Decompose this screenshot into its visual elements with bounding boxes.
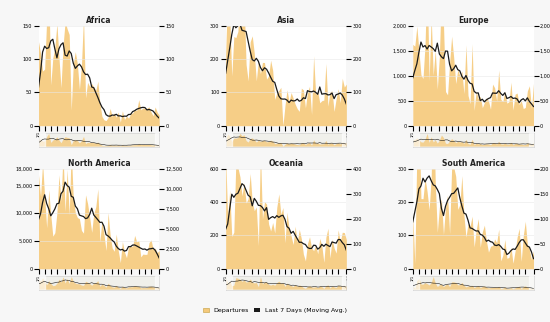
Title: Asia: Asia xyxy=(277,16,295,25)
Bar xyxy=(224,133,232,147)
Title: South America: South America xyxy=(442,159,505,168)
Bar xyxy=(530,276,535,290)
Bar xyxy=(530,133,535,147)
Bar xyxy=(155,276,160,290)
Bar xyxy=(412,276,419,290)
Bar xyxy=(224,276,232,290)
Legend: Departures, Last 7 Days (Moving Avg.): Departures, Last 7 Days (Moving Avg.) xyxy=(200,305,350,316)
Title: North America: North America xyxy=(68,159,130,168)
Bar xyxy=(155,133,160,147)
Title: Africa: Africa xyxy=(86,16,112,25)
Bar xyxy=(342,133,348,147)
Title: Oceania: Oceania xyxy=(268,159,304,168)
Bar xyxy=(37,276,45,290)
Bar xyxy=(342,276,348,290)
Title: Europe: Europe xyxy=(458,16,488,25)
Bar xyxy=(37,133,45,147)
Bar xyxy=(412,133,419,147)
